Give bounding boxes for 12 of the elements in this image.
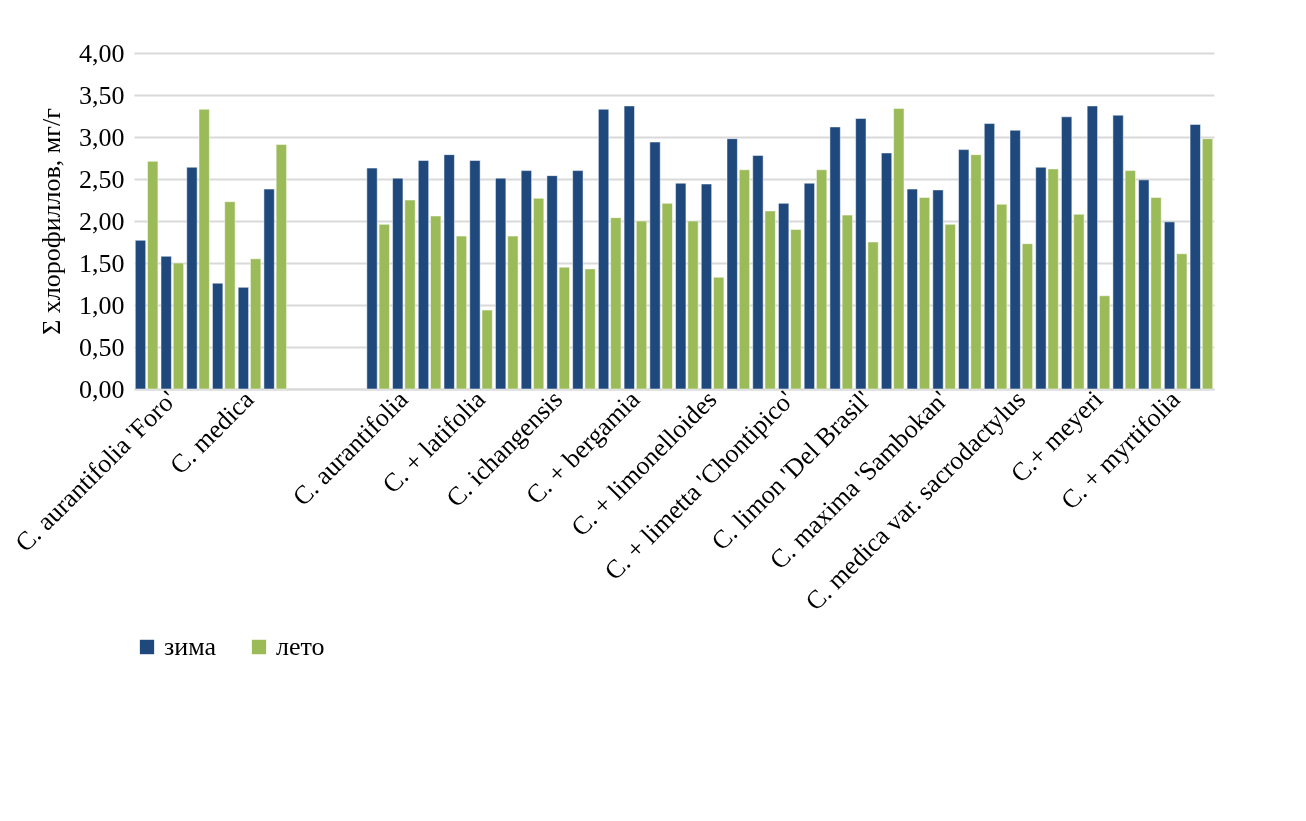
y-tick-label: 4,00 bbox=[79, 38, 125, 68]
legend-label: зима bbox=[164, 632, 217, 661]
y-tick-label: 0,00 bbox=[79, 374, 125, 404]
y-tick-label: 2,00 bbox=[79, 206, 125, 236]
y-tick-label: 2,50 bbox=[79, 164, 125, 194]
y-tick-label: 3,00 bbox=[79, 122, 125, 152]
y-tick-label: 1,50 bbox=[79, 248, 125, 278]
y-tick-label: 1,00 bbox=[79, 290, 125, 320]
y-tick-label: 3,50 bbox=[79, 80, 125, 110]
y-axis-title: Σ хлорофиллов, мг/г bbox=[37, 108, 66, 335]
y-tick-label: 0,50 bbox=[79, 332, 125, 362]
legend-label: лето bbox=[276, 632, 325, 661]
